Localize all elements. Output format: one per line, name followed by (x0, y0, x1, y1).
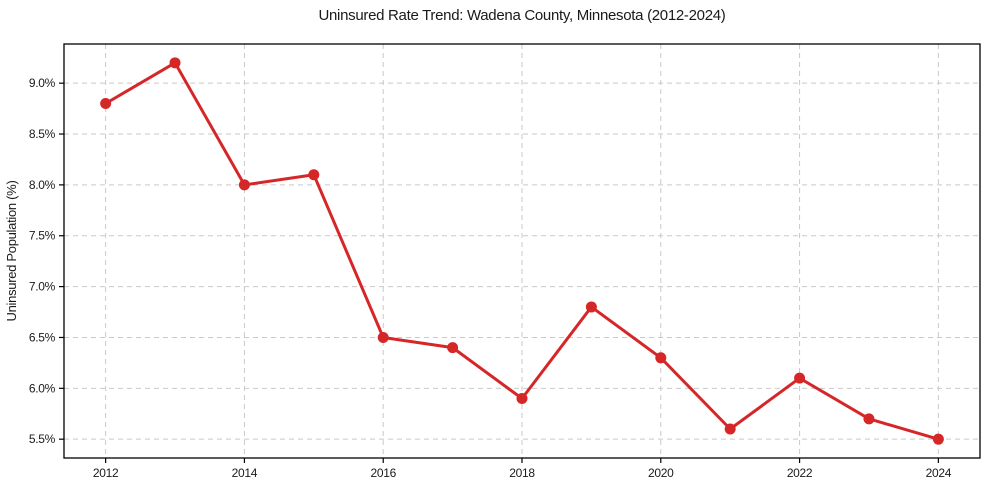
x-tick-label: 2020 (648, 466, 674, 480)
data-series (100, 57, 944, 445)
x-tick-label: 2018 (509, 466, 535, 480)
y-tick-label: 7.0% (29, 280, 56, 294)
data-point-marker (169, 57, 181, 69)
data-point-marker (724, 423, 736, 435)
data-point-marker (308, 169, 320, 181)
axis-ticks: 5.5% 6.0% 6.5% 7.0% 7.5% 8.0% 8.5% 9.0% 2012 2014… (29, 76, 952, 480)
y-tick-label: 6.5% (29, 330, 56, 344)
data-point-marker (238, 179, 250, 191)
y-tick-label: 6.0% (29, 381, 56, 395)
y-tick-label: 8.0% (29, 178, 56, 192)
x-tick-label: 2014 (232, 466, 258, 480)
grid-lines (64, 44, 980, 458)
chart-title: Uninsured Rate Trend: Wadena County, Min… (318, 7, 725, 24)
data-point-marker (932, 433, 944, 445)
data-point-marker (585, 301, 597, 313)
data-point-marker (863, 413, 875, 425)
x-tick-label: 2016 (370, 466, 396, 480)
x-tick-label: 2012 (93, 466, 119, 480)
data-point-marker (516, 392, 528, 404)
y-axis-label: Uninsured Population (%) (4, 181, 19, 322)
x-tick-label: 2024 (926, 466, 952, 480)
y-tick-label: 9.0% (29, 76, 56, 90)
data-point-marker (655, 352, 667, 364)
data-point-marker (794, 372, 806, 384)
data-point-marker (447, 342, 459, 354)
plot-frame (63, 43, 981, 459)
data-point-marker (100, 98, 112, 110)
y-tick-label: 5.5% (29, 432, 56, 446)
x-tick-label: 2022 (787, 466, 813, 480)
data-point-marker (377, 331, 389, 343)
y-tick-label: 7.5% (29, 229, 56, 243)
y-tick-label: 8.5% (29, 127, 56, 141)
